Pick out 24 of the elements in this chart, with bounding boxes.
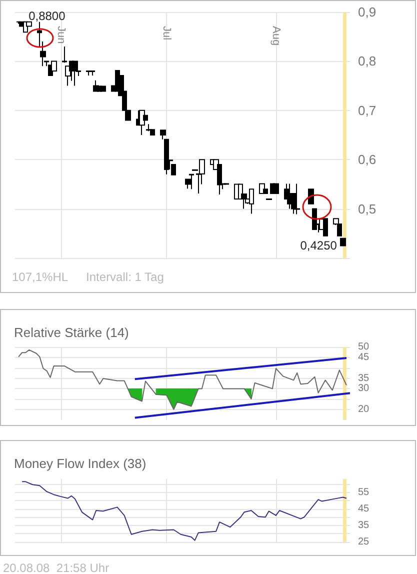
y-tick-label: 0,5 [358, 201, 376, 216]
y-tick-label: 30 [358, 383, 370, 394]
chart-title: Money Flow Index (38) [14, 456, 146, 471]
text: Intervall: 1 Tag [86, 270, 164, 284]
y-tick-label: 35 [358, 372, 370, 384]
text: 107,1%HL [12, 270, 68, 284]
y-tick-label: 0,6 [358, 152, 376, 168]
x-tick-label: Jun [54, 26, 67, 44]
y-tick-label: 35 [358, 520, 370, 531]
y-tick-label: 45 [358, 352, 370, 363]
y-tick-label: 0,7 [358, 102, 376, 118]
y-tick-label: 0,9 [358, 4, 376, 20]
text: 20.08.08 21:58 Uhr [3, 561, 110, 574]
annotation: 0,4250 [300, 238, 338, 253]
annotation: 0,8800 [28, 8, 66, 23]
y-tick-label: 0,8 [358, 54, 376, 69]
y-tick-label: 20 [358, 404, 370, 416]
y-tick-label: 25 [358, 536, 370, 548]
x-tick-label: Aug [270, 26, 282, 46]
y-tick-label: 45 [358, 503, 370, 514]
y-tick-label: 50 [358, 342, 370, 352]
x-tick-label: Jul [160, 26, 173, 40]
y-tick-label: 55 [358, 486, 370, 498]
chart-title: Relative Stärke (14) [14, 325, 129, 340]
